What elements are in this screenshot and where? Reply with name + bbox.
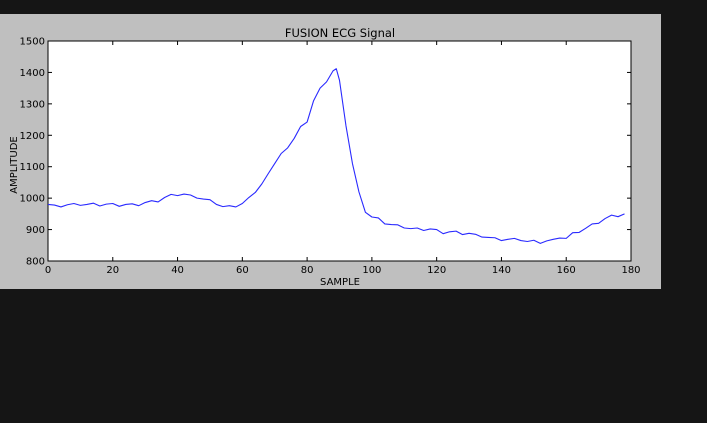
y-tick-label: 1500 bbox=[20, 37, 45, 48]
chart-title: FUSION ECG Signal bbox=[285, 26, 395, 40]
series-layer bbox=[47, 68, 625, 244]
x-tick-label: 60 bbox=[236, 265, 249, 276]
x-tick-label: 20 bbox=[106, 265, 119, 276]
y-tick-label: 1100 bbox=[20, 162, 45, 173]
x-tick-label: 180 bbox=[621, 265, 640, 276]
y-tick-label: 1200 bbox=[20, 131, 45, 142]
ecg-series-line bbox=[47, 68, 625, 244]
y-axis-title: AMPLITUDE bbox=[9, 136, 20, 193]
x-tick-label: 120 bbox=[427, 265, 446, 276]
y-tick-label: 800 bbox=[26, 257, 45, 268]
y-tick-label: 1000 bbox=[20, 194, 45, 205]
x-tick-label: 160 bbox=[557, 265, 576, 276]
x-tick-label: 40 bbox=[171, 265, 184, 276]
figure-panel: FUSION ECG Signal 0 20 40 60 80 100 120 140 160 1… bbox=[0, 14, 661, 289]
x-tick-label: 0 bbox=[45, 265, 51, 276]
plot-area bbox=[47, 40, 632, 262]
y-axis: 800 900 1000 1100 1200 1300 1400 1500 bbox=[20, 37, 631, 268]
x-tick-label: 100 bbox=[362, 265, 381, 276]
y-tick-label: 1300 bbox=[20, 99, 45, 110]
ecg-line-chart: FUSION ECG Signal 0 20 40 60 80 100 120 140 160 1… bbox=[9, 26, 641, 288]
x-tick-label: 140 bbox=[492, 265, 511, 276]
y-tick-label: 900 bbox=[26, 225, 45, 236]
x-axis: 0 20 40 60 80 100 120 140 160 180 bbox=[45, 41, 641, 276]
x-tick-label: 80 bbox=[301, 265, 314, 276]
x-axis-title: SAMPLE bbox=[320, 277, 360, 288]
y-tick-label: 1400 bbox=[20, 68, 45, 79]
